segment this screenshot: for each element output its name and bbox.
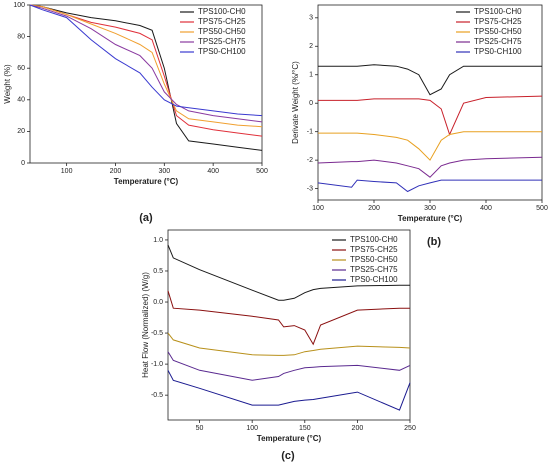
y-tick-label: 1.0 — [153, 237, 163, 244]
x-tick-label: 100 — [61, 168, 73, 175]
series-line — [167, 290, 410, 346]
y-tick-label: -1 — [307, 129, 313, 136]
y-axis-label: Weight (%) — [3, 64, 12, 104]
y-tick-label: -0.5 — [151, 330, 163, 337]
series-line — [29, 4, 263, 117]
y-tick-label: 2 — [309, 43, 313, 50]
legend-label: TPS25-CH75 — [198, 37, 246, 46]
x-axis-label: Temperature (°C) — [257, 434, 322, 443]
x-axis-label: Temperature (°C) — [398, 214, 463, 223]
legend-label: TPS50-CH50 — [474, 27, 522, 36]
series-line — [318, 95, 543, 136]
x-tick-label: 500 — [536, 205, 548, 212]
y-tick-label: 0.5 — [153, 268, 163, 275]
y-tick-label: 40 — [17, 97, 25, 104]
panel-label: (b) — [427, 236, 441, 248]
legend-label: TPS75-CH25 — [198, 17, 246, 26]
series-line — [29, 4, 263, 128]
plot-frame — [29, 4, 263, 164]
x-tick-label: 200 — [368, 205, 380, 212]
legend-label: TPS25-CH75 — [474, 37, 522, 46]
plot-frame — [167, 229, 411, 421]
legend-label: TPS100-CH0 — [474, 7, 522, 16]
y-tick-label: 0 — [21, 160, 25, 167]
y-tick-label: 1 — [309, 72, 313, 79]
series-line — [167, 370, 411, 411]
y-tick-label: 60 — [17, 65, 25, 72]
series-line — [318, 64, 542, 96]
series-line — [167, 332, 411, 356]
series-line — [29, 4, 263, 123]
series-line — [317, 156, 543, 178]
panel-label: (a) — [139, 212, 153, 224]
x-tick-label: 500 — [256, 168, 268, 175]
x-tick-label: 200 — [352, 425, 364, 432]
y-tick-label: -0.5 — [151, 392, 163, 399]
y-axis-label: Derivate Weight (%/°C) — [291, 61, 300, 144]
x-tick-label: 100 — [246, 425, 258, 432]
x-tick-label: 50 — [196, 425, 204, 432]
legend-label: TPS100-CH0 — [198, 7, 246, 16]
series-line — [167, 351, 411, 381]
y-tick-label: -1.0 — [151, 361, 163, 368]
legend-label: TPS75-CH25 — [350, 245, 398, 254]
legend-label: TPS0-CH100 — [350, 275, 398, 284]
x-tick-label: 250 — [404, 425, 416, 432]
series-line — [317, 179, 542, 193]
y-tick-label: 80 — [17, 33, 25, 40]
x-tick-label: 100 — [312, 205, 324, 212]
legend-label: TPS100-CH0 — [350, 235, 398, 244]
y-tick-label: 100 — [13, 2, 25, 9]
legend-label: TPS75-CH25 — [474, 17, 522, 26]
legend-label: TPS25-CH75 — [350, 265, 398, 274]
x-tick-label: 400 — [480, 205, 492, 212]
y-axis-label: Heat Flow (Normalized) (W/g) — [141, 272, 150, 378]
legend-label: TPS50-CH50 — [198, 27, 246, 36]
panel-label: (c) — [281, 450, 295, 462]
series-line — [318, 131, 542, 161]
legend-label: TPS0-CH100 — [474, 47, 522, 56]
x-tick-label: 300 — [424, 205, 436, 212]
y-tick-label: 20 — [17, 128, 25, 135]
x-axis-label: Temperature (°C) — [114, 177, 179, 186]
y-tick-label: -3 — [307, 185, 313, 192]
legend-label: TPS0-CH100 — [198, 47, 246, 56]
x-tick-label: 300 — [158, 168, 170, 175]
x-tick-label: 150 — [299, 425, 311, 432]
series-line — [29, 4, 263, 151]
y-tick-label: 0.0 — [153, 299, 163, 306]
y-tick-label: 0 — [309, 100, 313, 107]
y-tick-label: -2 — [307, 157, 313, 164]
y-tick-label: 3 — [309, 15, 313, 22]
x-tick-label: 200 — [110, 168, 122, 175]
series-line — [167, 244, 410, 301]
legend-label: TPS50-CH50 — [350, 255, 398, 264]
x-tick-label: 400 — [207, 168, 219, 175]
